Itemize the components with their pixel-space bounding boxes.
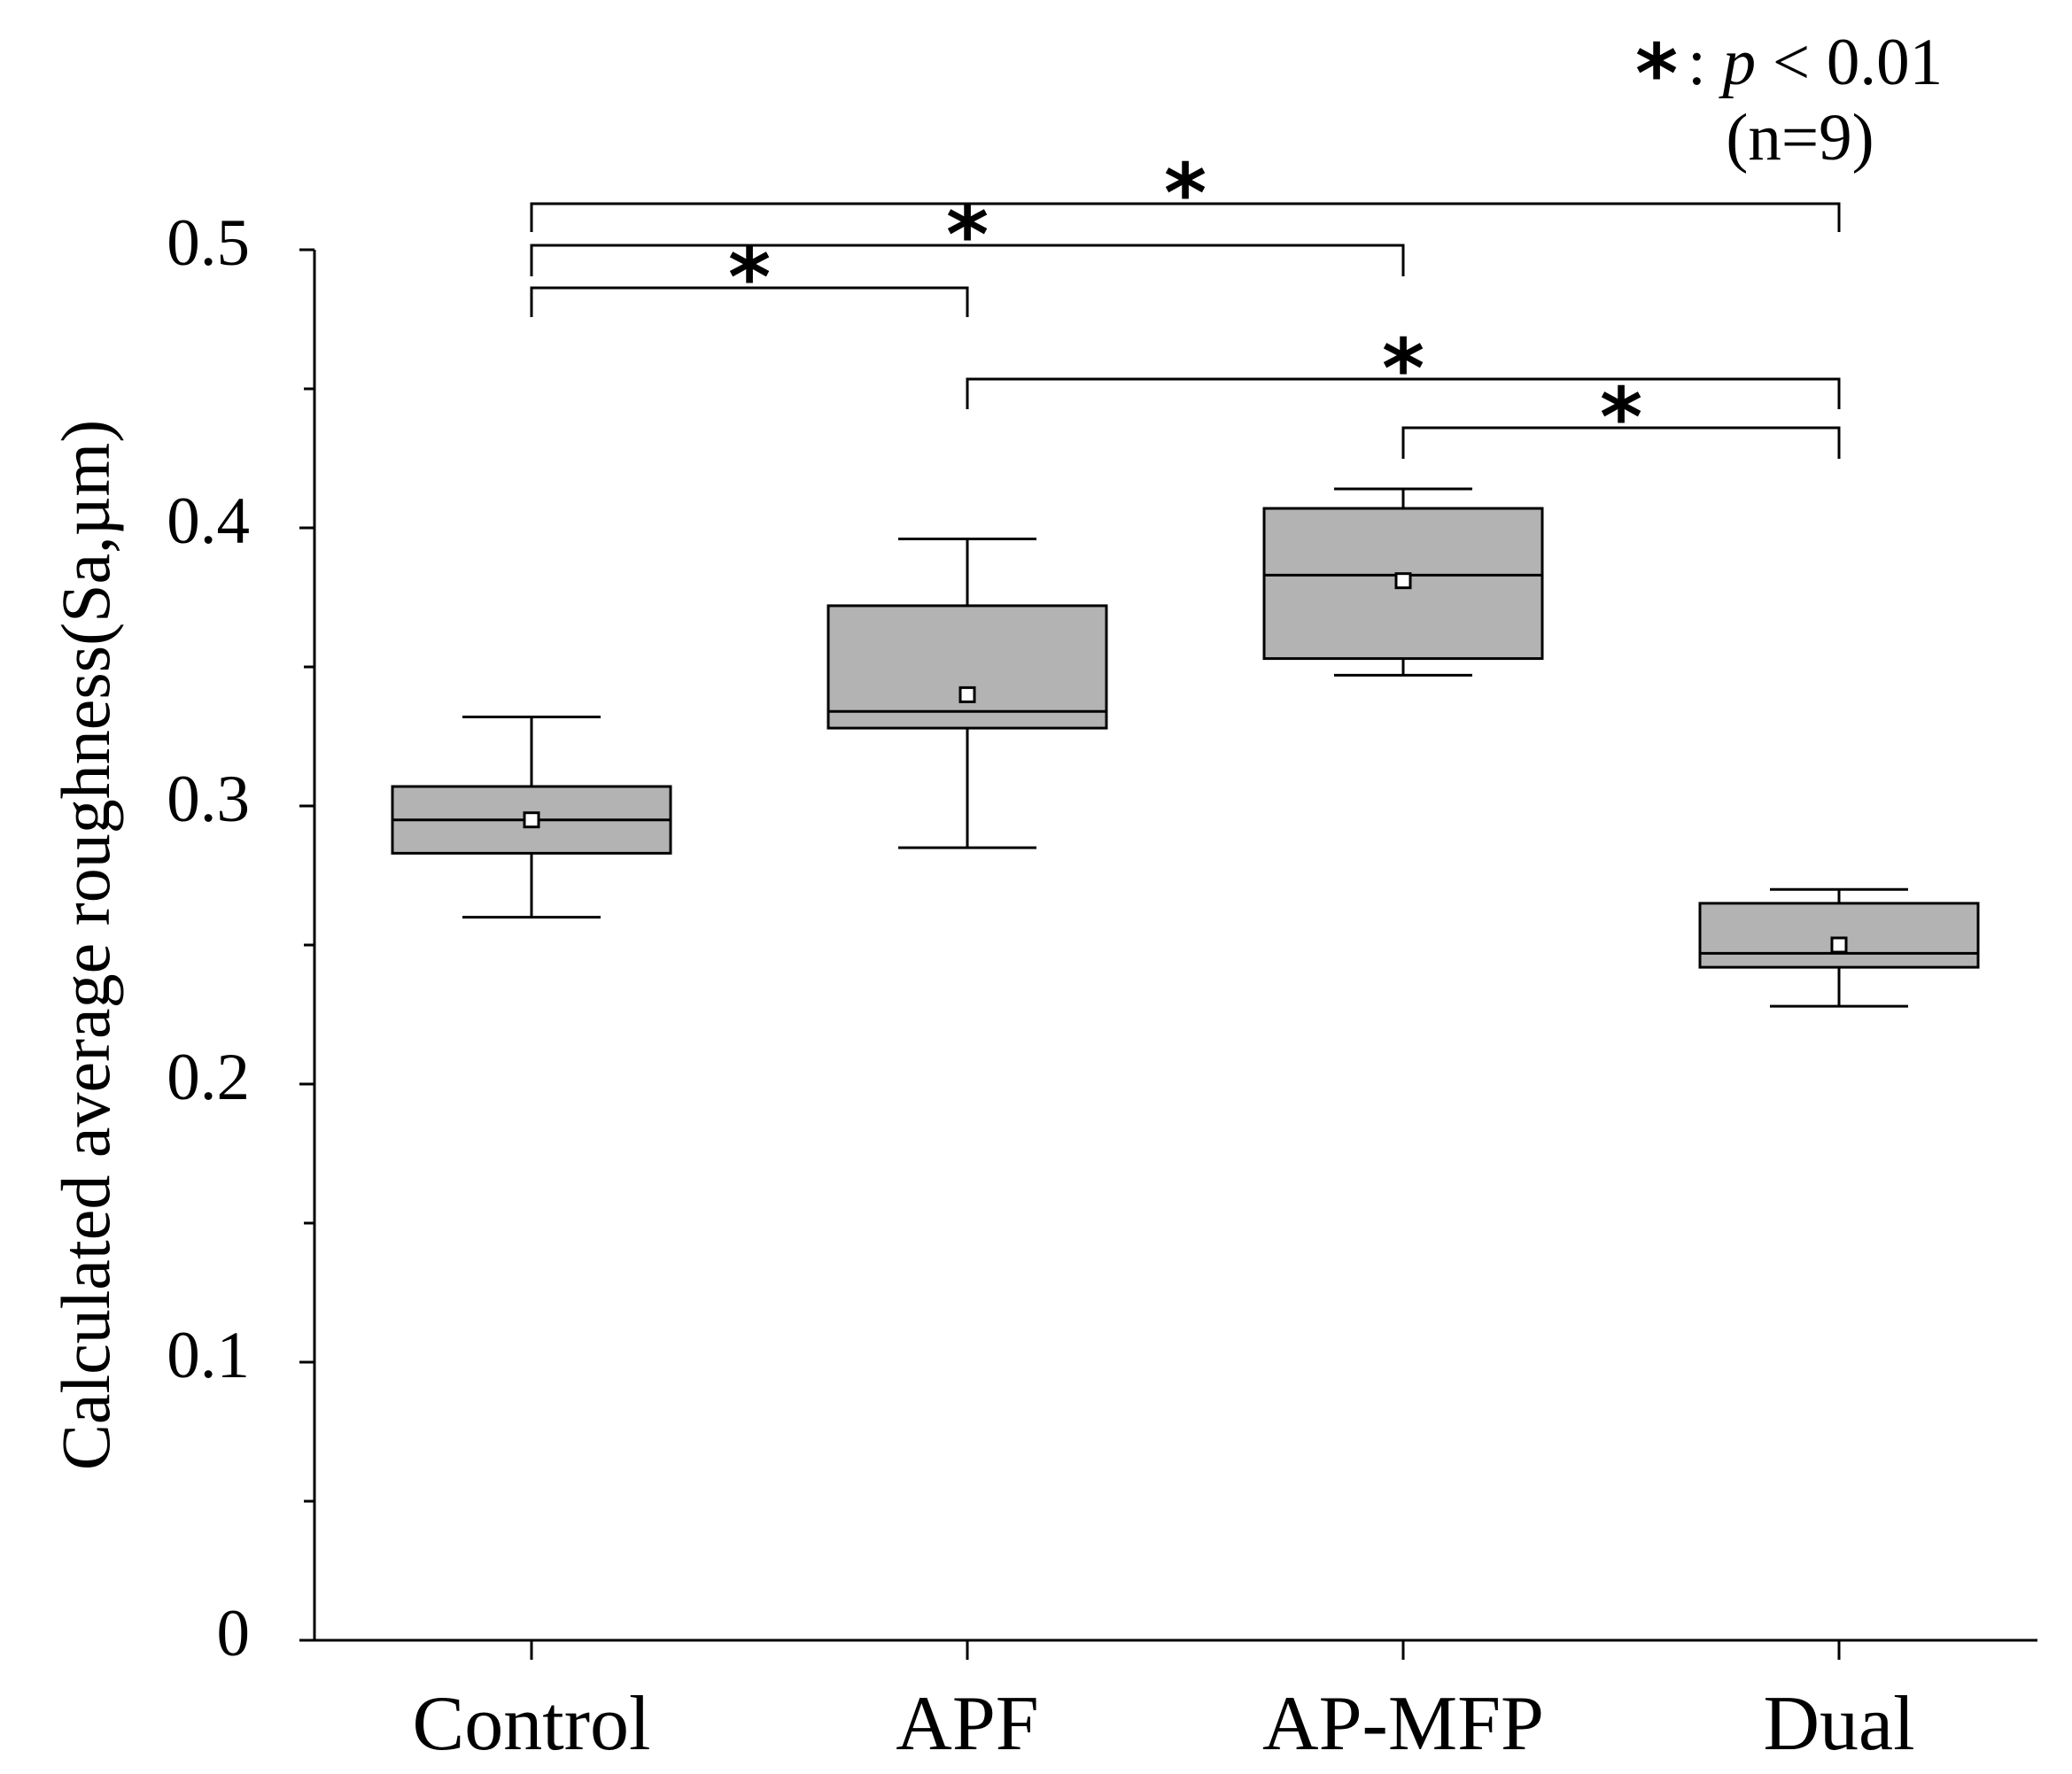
significance-brackets: * * *** (530, 146, 1841, 465)
significance-bracket: * (530, 146, 1841, 241)
iqr-box (1698, 902, 1980, 969)
significance-star: * (946, 188, 989, 283)
bracket-line (530, 286, 969, 317)
mean-marker (1394, 572, 1412, 590)
y-tick-label: 0 (217, 1597, 251, 1670)
legend-prefix: : (1688, 26, 1723, 99)
legend-n-text: (n=9) (1726, 101, 1874, 174)
x-ticks: Control APF AP-MFP Dual (413, 1640, 1915, 1767)
box-apf (826, 538, 1108, 849)
iqr-box (826, 604, 1108, 730)
box-ap-mfp (1262, 487, 1544, 677)
boxes (391, 487, 1980, 1008)
legend-star: * (1635, 27, 1678, 121)
y-tick-label: 0.4 (167, 484, 250, 558)
x-tick-label: Dual (1763, 1681, 1914, 1767)
y-tick-label: 0.5 (167, 206, 250, 280)
y-tick-label: 0.1 (167, 1319, 250, 1392)
y-tick-label: 0.2 (167, 1041, 250, 1114)
mean-marker (958, 686, 976, 703)
bracket-line (966, 377, 1841, 409)
bracket-line (1401, 426, 1841, 459)
y-axis-label: Calculated average roughness(Sa,µm) (47, 420, 124, 1470)
legend: * : p < 0.01 (n=9) (1635, 26, 1943, 174)
y-ticks: 0 0.1 0.2 0.3 0.4 0.5 (167, 206, 314, 1670)
box-control (391, 716, 672, 919)
legend-p-symbol: p (1719, 26, 1757, 99)
legend-suffix: < 0.01 (1756, 26, 1943, 99)
mean-marker (523, 811, 540, 829)
significance-bracket: * (530, 188, 1405, 283)
box-dual (1698, 887, 1980, 1008)
mean-marker (1830, 936, 1848, 954)
x-tick-label: APF (896, 1681, 1038, 1767)
x-tick-label: AP-MFP (1262, 1681, 1544, 1767)
significance-bracket: * (1401, 370, 1841, 465)
significance-star: * (1600, 370, 1642, 465)
significance-star: * (1382, 321, 1424, 416)
y-tick-label: 0.3 (167, 763, 250, 836)
significance-star: * (1164, 146, 1207, 241)
significance-bracket: * (966, 321, 1841, 416)
bracket-line (530, 244, 1405, 276)
x-tick-label: Control (413, 1681, 651, 1767)
bracket-line (530, 202, 1841, 232)
legend-p-text: : p < 0.01 (1688, 26, 1943, 99)
